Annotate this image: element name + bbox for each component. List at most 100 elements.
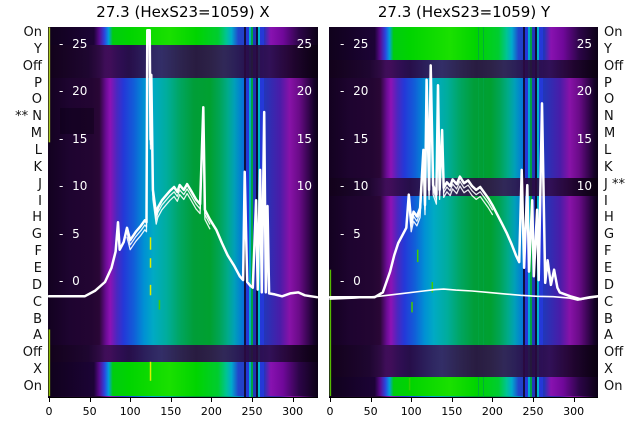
row-marker: **: [607, 176, 625, 192]
x-tick-label: 200: [481, 405, 503, 418]
x-tick-label: 50: [363, 405, 378, 418]
row-label-x: X: [602, 362, 640, 378]
row-label-text: N: [32, 109, 42, 125]
y-tick-label-left: - 10: [59, 179, 88, 193]
row-label-y: Y: [602, 42, 640, 58]
row-label-text: M: [30, 126, 42, 142]
row-label-f: F: [0, 244, 44, 260]
trace-echo: [408, 74, 494, 233]
x-tick-mark: [49, 398, 50, 402]
row-label-l: L: [602, 143, 640, 159]
row-label-a: A: [0, 328, 44, 344]
dark-band-top: [329, 60, 598, 78]
y-tick-label-right: 15: [576, 131, 592, 146]
trace-echo: [126, 39, 211, 251]
thin-green-stripe: [483, 27, 484, 397]
x-tick-mark: [330, 398, 331, 402]
plot-title-x: 27.3 (HexS23=1059) X: [96, 3, 270, 21]
row-label-n: N: [602, 109, 640, 125]
x-tick-mark: [292, 398, 294, 402]
y-tick-label-left: - 0: [59, 274, 80, 288]
x-tick-mark: [573, 398, 575, 402]
dark-band-bottom: [48, 345, 318, 362]
row-label-text: L: [34, 143, 42, 158]
row-label-text: B: [604, 311, 613, 327]
row-label-text: Off: [604, 345, 624, 361]
x-tick-mark: [533, 398, 534, 402]
row-label-l: L: [0, 143, 44, 159]
y-tick-label-right: 10: [296, 179, 312, 193]
row-label-k: K: [0, 160, 44, 176]
row-label-text: P: [34, 75, 42, 91]
thin-green-stripe: [478, 27, 479, 397]
row-label-text: C: [604, 294, 614, 310]
row-label-j: J **: [602, 177, 640, 193]
row-label-f: F: [602, 244, 640, 260]
x-tick-label: 100: [400, 405, 422, 418]
row-label-off: Off: [0, 345, 44, 361]
row-label-i: I: [0, 194, 44, 210]
row-label-on: On: [0, 379, 44, 395]
row-label-j: J: [0, 177, 44, 193]
y-tick-label-right: 15: [296, 131, 312, 146]
row-label-text: K: [604, 159, 613, 175]
row-label-text: E: [604, 261, 613, 276]
row-label-text: X: [33, 362, 42, 378]
x-tick-label: 250: [522, 405, 544, 418]
row-label-text: Off: [22, 58, 42, 74]
y-tick-label-left: - 5: [340, 226, 361, 241]
bright-band-top: [329, 27, 598, 60]
row-label-text: D: [604, 277, 615, 293]
row-label-h: H: [602, 210, 640, 226]
row-label-text: X: [604, 362, 613, 378]
row-label-text: G: [31, 227, 42, 243]
row-label-text: C: [32, 294, 42, 310]
x-tick-label: 150: [441, 405, 463, 418]
plot-title-y: 27.3 (HexS23=1059) Y: [377, 3, 551, 21]
row-label-g: G: [602, 227, 640, 243]
x-tick-label: 50: [82, 405, 97, 418]
row-label-p: P: [0, 76, 44, 92]
y-tick-label-right: 25: [576, 36, 592, 51]
row-label-text: A: [33, 328, 42, 344]
row-label-text: A: [604, 328, 613, 344]
x-tick-mark: [89, 398, 91, 402]
row-label-text: J: [604, 176, 608, 192]
row-label-text: K: [33, 159, 42, 175]
y-tick-label-right: 10: [576, 179, 592, 193]
row-label-text: F: [34, 244, 42, 260]
x-tick-mark: [451, 398, 453, 402]
x-tick-label: 300: [282, 405, 304, 418]
row-labels-left: On Y Off P O ** N M L K J I H G F E D C B A Off X On: [0, 0, 44, 440]
y-tick-label-right: 25: [296, 36, 312, 51]
dark-band-bottom: [329, 345, 598, 377]
row-label-text: N: [604, 109, 614, 125]
row-label-h: H: [0, 210, 44, 226]
y-tick-label-left: - 20: [340, 84, 369, 98]
trace-main: [48, 29, 318, 299]
row-label-text: E: [33, 261, 42, 276]
row-label-text: Y: [604, 41, 612, 57]
row-label-k: K: [602, 160, 640, 176]
x-tick-mark: [211, 398, 213, 402]
y-tick-label-left: - 15: [59, 131, 88, 146]
row-label-on: On: [0, 25, 44, 41]
trace-overlay-y: [329, 64, 598, 396]
row-label-n: ** N: [0, 109, 44, 125]
x-tick-label: 200: [200, 405, 222, 418]
y-tick-label-left: - 10: [340, 179, 369, 193]
x-axis-left: 0 50 100 150 200 250 300: [46, 397, 318, 423]
x-tick-mark: [130, 398, 132, 402]
row-label-text: Off: [604, 58, 624, 74]
row-label-text: On: [604, 379, 623, 394]
y-tick-label-left: - 5: [59, 226, 80, 241]
x-tick-mark: [411, 398, 413, 402]
heatmap-base: [48, 27, 318, 397]
x-axis-right: 0 50 100 150 200 250 300: [327, 397, 598, 423]
heatmap-plot-x: - 25 - 20 - 15 - 10 - 5 - 0 25 20 15 10: [48, 27, 318, 398]
row-label-text: Off: [22, 345, 42, 361]
y-tick-label-left: - 25: [340, 36, 369, 51]
heatmap-plot-y: - 25 - 20 - 15 - 10 - 5 - 0 25 20 15 10: [329, 27, 598, 398]
row-label-p: P: [602, 76, 640, 92]
x-tick-mark: [492, 398, 494, 402]
